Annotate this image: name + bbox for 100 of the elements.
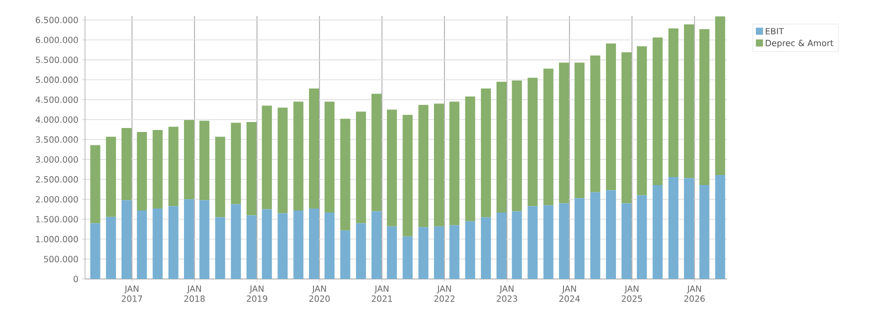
bar (308, 88, 319, 208)
legend-label: EBIT (766, 28, 784, 34)
x-tick-label: JAN 2023 (496, 286, 518, 302)
bar (684, 24, 694, 178)
bar (184, 199, 194, 279)
bar (622, 52, 632, 204)
y-tick-label: 6.000.000 (36, 36, 78, 44)
bar (465, 96, 476, 222)
bar (449, 102, 460, 226)
bar (106, 136, 116, 217)
bar (715, 16, 726, 175)
bar (152, 208, 163, 279)
bar (152, 130, 163, 208)
bar (668, 176, 678, 279)
bar (90, 145, 100, 224)
x-tick-label: JAN 2019 (246, 286, 268, 302)
bar (215, 217, 226, 279)
bar (684, 178, 694, 279)
x-tick-label: JAN 2018 (184, 286, 205, 302)
y-tick-label: 6.500.000 (36, 16, 78, 24)
bar (528, 78, 538, 206)
bar (590, 55, 600, 192)
bar (324, 102, 335, 212)
y-tick-label: 1.500.000 (36, 216, 78, 222)
bar (372, 211, 382, 279)
bar (122, 200, 132, 279)
bar (386, 110, 397, 226)
y-tick-label: 4.500.000 (36, 96, 78, 103)
bar (574, 198, 585, 279)
bar (496, 212, 506, 279)
bar (418, 104, 428, 228)
bar (106, 216, 116, 279)
bar (465, 221, 476, 279)
bar (449, 225, 460, 279)
bar (496, 82, 506, 212)
bar (230, 204, 241, 279)
bar (528, 206, 538, 279)
bar (418, 227, 428, 279)
bar (136, 132, 147, 210)
bar (215, 136, 226, 218)
x-tick-label: JAN 2021 (372, 286, 392, 302)
y-tick-label: 3.500.000 (36, 136, 78, 143)
y-tick-label: 5.500.000 (36, 56, 78, 64)
bar (652, 184, 663, 279)
bar (356, 112, 366, 224)
bar (293, 102, 304, 210)
bar (574, 62, 585, 198)
bar (168, 206, 178, 279)
bar (262, 106, 272, 210)
bar (434, 226, 444, 279)
bar (386, 226, 397, 279)
bar (636, 46, 647, 196)
bar (606, 43, 616, 190)
bar (293, 210, 304, 279)
bar (699, 184, 710, 279)
bar (308, 208, 319, 279)
bar (699, 29, 710, 185)
bar (652, 38, 663, 185)
y-tick-label: 4.000.000 (36, 116, 78, 123)
y-tick-label: 500.000 (44, 256, 78, 262)
y-tick-label: 1.000.000 (36, 236, 78, 242)
bar (668, 28, 678, 177)
bar (558, 203, 569, 279)
bar (90, 223, 100, 279)
bar (199, 200, 210, 279)
bar (480, 217, 491, 279)
bar (230, 122, 241, 204)
y-tick-label: 0 (74, 276, 78, 282)
bar (246, 122, 256, 216)
bar (543, 68, 554, 206)
bar (372, 94, 382, 212)
y-tick-label: 5.000.000 (36, 76, 78, 83)
bar (246, 215, 256, 279)
bar (402, 236, 413, 279)
x-tick-label: JAN 2022 (434, 286, 454, 302)
bar (168, 126, 178, 206)
bar (543, 205, 554, 279)
x-tick-label: JAN 2026 (684, 286, 705, 302)
bar (480, 88, 491, 218)
y-tick-label: 2.500.000 (36, 176, 78, 183)
x-tick-label: JAN 2020 (309, 286, 330, 302)
legend-label: Deprec & Amort (766, 40, 834, 48)
bar (434, 104, 444, 226)
x-tick-label: JAN 2025 (622, 286, 642, 302)
bar (606, 190, 616, 279)
bar (278, 108, 288, 214)
bar (184, 120, 194, 200)
bar (340, 230, 350, 279)
bar (402, 114, 413, 236)
bar (636, 195, 647, 279)
bar (622, 203, 632, 279)
y-tick-label: 2.000.000 (36, 196, 78, 203)
bar (715, 174, 726, 279)
bar (136, 210, 147, 279)
bar (199, 120, 210, 200)
bar (356, 223, 366, 279)
bar (262, 209, 272, 279)
bar (512, 211, 522, 279)
x-tick-label: JAN 2024 (559, 286, 580, 302)
bar (590, 192, 600, 279)
